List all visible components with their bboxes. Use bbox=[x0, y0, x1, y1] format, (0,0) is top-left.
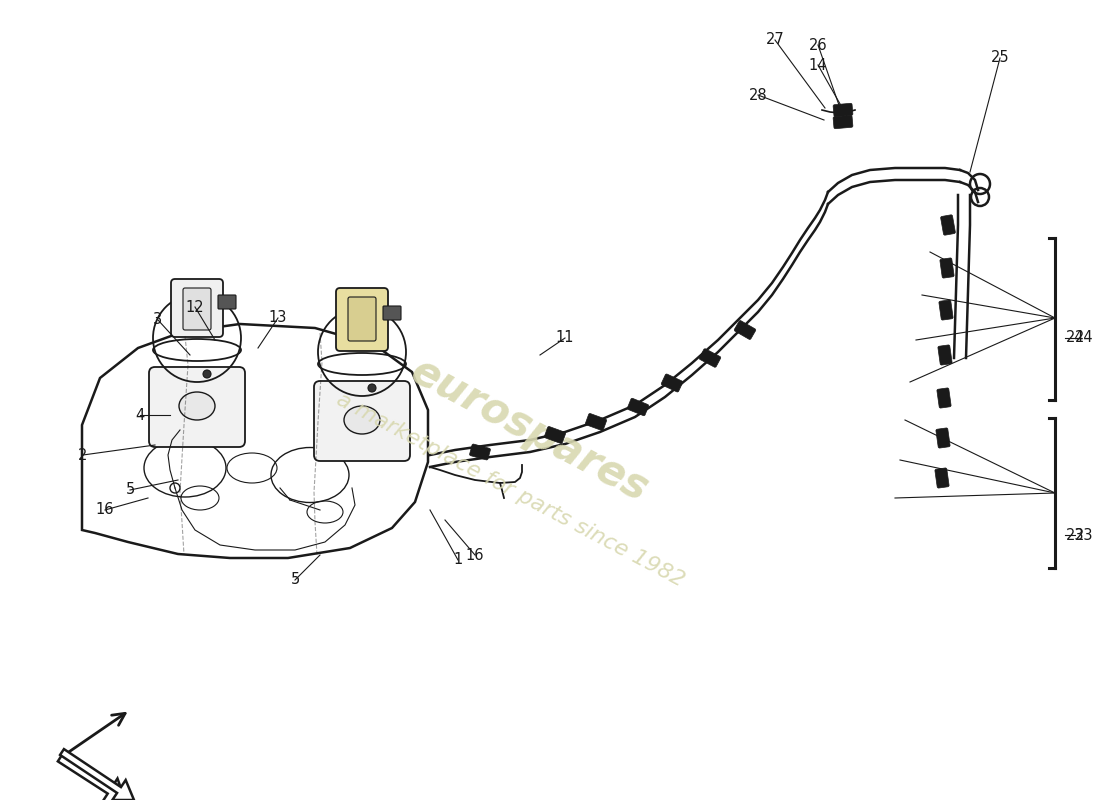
FancyBboxPatch shape bbox=[935, 468, 949, 488]
FancyBboxPatch shape bbox=[938, 345, 953, 365]
FancyBboxPatch shape bbox=[833, 103, 853, 117]
Circle shape bbox=[170, 483, 180, 493]
Text: 5: 5 bbox=[290, 573, 299, 587]
FancyBboxPatch shape bbox=[937, 388, 952, 408]
FancyBboxPatch shape bbox=[700, 349, 720, 367]
Text: 16: 16 bbox=[465, 547, 484, 562]
FancyBboxPatch shape bbox=[314, 381, 410, 461]
FancyArrow shape bbox=[60, 749, 134, 800]
Circle shape bbox=[204, 370, 211, 378]
FancyBboxPatch shape bbox=[661, 374, 683, 392]
FancyBboxPatch shape bbox=[470, 444, 491, 460]
Text: 28: 28 bbox=[749, 87, 768, 102]
Text: 25: 25 bbox=[991, 50, 1010, 66]
FancyBboxPatch shape bbox=[939, 258, 954, 278]
FancyArrow shape bbox=[58, 754, 125, 800]
FancyBboxPatch shape bbox=[544, 426, 565, 443]
Text: 12: 12 bbox=[186, 299, 205, 314]
Text: 26: 26 bbox=[808, 38, 827, 53]
Text: 23: 23 bbox=[1075, 527, 1093, 542]
Text: 27: 27 bbox=[766, 33, 784, 47]
FancyBboxPatch shape bbox=[627, 398, 649, 416]
FancyBboxPatch shape bbox=[936, 428, 950, 448]
FancyBboxPatch shape bbox=[348, 297, 376, 341]
Text: 24: 24 bbox=[1075, 330, 1093, 346]
Text: 5: 5 bbox=[125, 482, 134, 498]
FancyBboxPatch shape bbox=[833, 115, 853, 129]
Text: 14: 14 bbox=[808, 58, 827, 73]
Text: eurospares: eurospares bbox=[404, 350, 656, 510]
Text: 2: 2 bbox=[78, 447, 88, 462]
Text: 16: 16 bbox=[96, 502, 114, 518]
FancyBboxPatch shape bbox=[734, 321, 756, 339]
Text: 3: 3 bbox=[153, 313, 163, 327]
Text: 13: 13 bbox=[268, 310, 287, 326]
Text: 24: 24 bbox=[1066, 330, 1085, 346]
FancyBboxPatch shape bbox=[218, 295, 236, 309]
FancyBboxPatch shape bbox=[383, 306, 402, 320]
FancyBboxPatch shape bbox=[940, 215, 955, 235]
FancyBboxPatch shape bbox=[336, 288, 388, 351]
Text: 11: 11 bbox=[556, 330, 574, 346]
Circle shape bbox=[368, 384, 376, 392]
FancyBboxPatch shape bbox=[148, 367, 245, 447]
FancyBboxPatch shape bbox=[170, 279, 223, 337]
Text: 1: 1 bbox=[453, 553, 463, 567]
FancyBboxPatch shape bbox=[183, 288, 211, 330]
Text: 4: 4 bbox=[135, 407, 144, 422]
FancyBboxPatch shape bbox=[585, 414, 606, 430]
Ellipse shape bbox=[344, 406, 380, 434]
Text: a marketplace for parts since 1982: a marketplace for parts since 1982 bbox=[332, 390, 688, 590]
FancyBboxPatch shape bbox=[939, 300, 953, 320]
Text: 23: 23 bbox=[1066, 527, 1085, 542]
Ellipse shape bbox=[179, 392, 214, 420]
